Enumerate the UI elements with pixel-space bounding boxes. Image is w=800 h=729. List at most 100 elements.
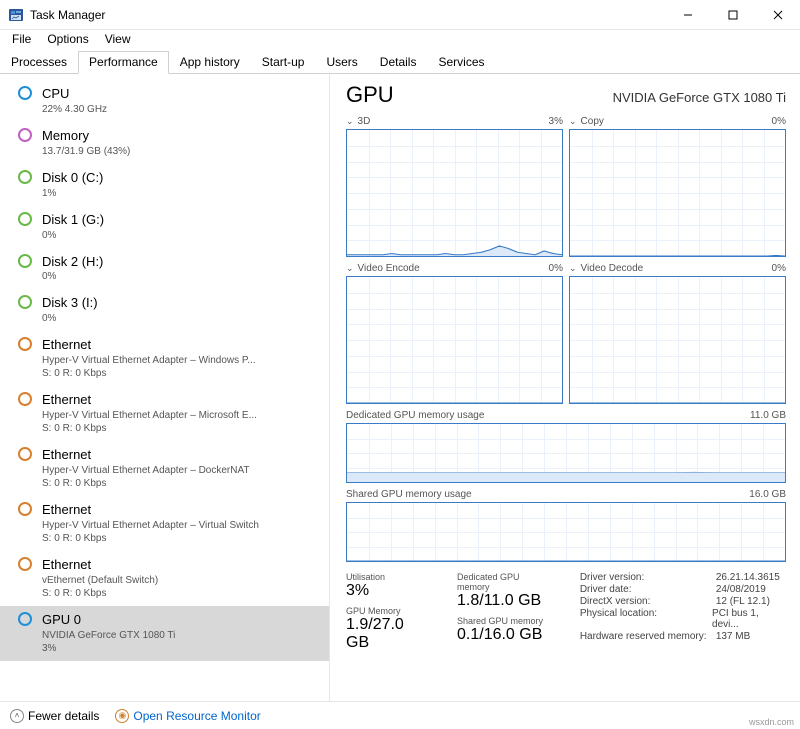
chart-max: 16.0 GB <box>749 489 786 500</box>
sidebar-item[interactable]: EthernetHyper-V Virtual Ethernet Adapter… <box>0 386 329 441</box>
sidebar-item-name: Ethernet <box>42 447 319 464</box>
sidebar-item-sub: Hyper-V Virtual Ethernet Adapter – Micro… <box>42 409 319 422</box>
chart-label: ⌄3D <box>346 116 370 127</box>
details-col: Driver version:26.21.14.3615Driver date:… <box>580 572 786 658</box>
menu-file[interactable]: File <box>4 30 39 50</box>
close-button[interactable] <box>755 0 800 29</box>
chart-pct: 0% <box>772 263 786 274</box>
detail-label: Hardware reserved memory: <box>580 631 712 642</box>
page-title: GPU <box>346 82 394 108</box>
sidebar-item[interactable]: Disk 3 (I:)0% <box>0 289 329 331</box>
sidebar-item[interactable]: EthernetHyper-V Virtual Ethernet Adapter… <box>0 331 329 386</box>
chart-max: 11.0 GB <box>750 410 786 421</box>
tab-processes[interactable]: Processes <box>0 51 78 74</box>
maximize-button[interactable] <box>710 0 755 29</box>
tab-startup[interactable]: Start-up <box>251 51 316 74</box>
chevron-down-icon: ⌄ <box>569 263 577 273</box>
menubar: File Options View <box>0 30 800 50</box>
resource-monitor-icon: ◉ <box>115 709 129 723</box>
chart-block[interactable]: ⌄Video Decode0% <box>569 263 786 404</box>
tab-performance[interactable]: Performance <box>78 51 169 74</box>
tab-services[interactable]: Services <box>427 51 495 74</box>
sidebar-item-info: Disk 3 (I:)0% <box>42 295 319 325</box>
detail-label: Driver version: <box>580 572 712 583</box>
sidebar-item-sub: Hyper-V Virtual Ethernet Adapter – Virtu… <box>42 519 319 532</box>
resource-monitor-label: Open Resource Monitor <box>133 709 260 723</box>
indicator-icon <box>18 254 32 268</box>
tab-details[interactable]: Details <box>369 51 428 74</box>
sidebar-item-info: Memory13.7/31.9 GB (43%) <box>42 128 319 158</box>
sidebar-item[interactable]: CPU22% 4.30 GHz <box>0 80 329 122</box>
stat-value: 0.1/16.0 GB <box>457 626 552 644</box>
indicator-icon <box>18 212 32 226</box>
stats: Utilisation3% GPU Memory1.9/27.0 GB Dedi… <box>346 572 786 658</box>
indicator-icon <box>18 337 32 351</box>
sidebar-item-info: Disk 0 (C:)1% <box>42 170 319 200</box>
chart-label: ⌄Video Encode <box>346 263 420 274</box>
sidebar-item[interactable]: GPU 0NVIDIA GeForce GTX 1080 Ti3% <box>0 606 329 661</box>
sidebar-item-info: CPU22% 4.30 GHz <box>42 86 319 116</box>
open-resource-monitor-link[interactable]: ◉ Open Resource Monitor <box>115 709 260 723</box>
stat-value: 1.8/11.0 GB <box>457 592 552 610</box>
sidebar-item[interactable]: Memory13.7/31.9 GB (43%) <box>0 122 329 164</box>
sidebar-item-sub: Hyper-V Virtual Ethernet Adapter – Docke… <box>42 464 319 477</box>
sidebar-item-sub2: S: 0 R: 0 Kbps <box>42 367 319 380</box>
fewer-details-label: Fewer details <box>28 709 99 723</box>
chart-block[interactable]: ⌄Copy 0% <box>569 116 786 257</box>
indicator-icon <box>18 557 32 571</box>
menu-options[interactable]: Options <box>39 30 96 50</box>
detail-label: Driver date: <box>580 584 712 595</box>
chart-canvas <box>346 276 563 404</box>
sidebar-item[interactable]: EthernetHyper-V Virtual Ethernet Adapter… <box>0 441 329 496</box>
sidebar-item-sub: 22% 4.30 GHz <box>42 103 319 116</box>
detail-row: Driver date: 24/08/2019 <box>580 584 786 595</box>
chart-block[interactable]: ⌄Video Encode 0% <box>346 263 563 404</box>
memory-chart: Shared GPU memory usage 16.0 GB <box>346 489 786 562</box>
sidebar-item-sub2: S: 0 R: 0 Kbps <box>42 587 319 600</box>
chart-pct: 0% <box>772 116 786 127</box>
sidebar-item-sub2: S: 0 R: 0 Kbps <box>42 422 319 435</box>
chart-pct: 0% <box>549 263 563 274</box>
chevron-down-icon: ⌄ <box>346 116 354 126</box>
fewer-details-link[interactable]: ˄ Fewer details <box>10 709 99 723</box>
sidebar-item-name: Ethernet <box>42 557 319 574</box>
indicator-icon <box>18 295 32 309</box>
tab-users[interactable]: Users <box>315 51 368 74</box>
tab-app-history[interactable]: App history <box>169 51 251 74</box>
indicator-icon <box>18 447 32 461</box>
detail-row: DirectX version:12 (FL 12.1) <box>580 596 786 607</box>
window-title: Task Manager <box>30 8 665 22</box>
chart-canvas <box>346 502 786 562</box>
chart-block[interactable]: ⌄3D 3% <box>346 116 563 257</box>
sidebar-item[interactable]: EthernetvEthernet (Default Switch)S: 0 R… <box>0 551 329 606</box>
indicator-icon <box>18 502 32 516</box>
sidebar-item-name: Disk 2 (H:) <box>42 254 319 271</box>
sidebar-item[interactable]: Disk 0 (C:)1% <box>0 164 329 206</box>
menu-view[interactable]: View <box>97 30 139 50</box>
sidebar: CPU22% 4.30 GHz Memory13.7/31.9 GB (43%)… <box>0 74 330 701</box>
sidebar-item[interactable]: EthernetHyper-V Virtual Ethernet Adapter… <box>0 496 329 551</box>
sidebar-item-info: EthernetvEthernet (Default Switch)S: 0 R… <box>42 557 319 600</box>
sidebar-item-sub2: S: 0 R: 0 Kbps <box>42 532 319 545</box>
watermark: wsxdn.com <box>749 717 794 727</box>
minimize-button[interactable] <box>665 0 710 29</box>
sidebar-item-name: Memory <box>42 128 319 145</box>
sidebar-item-sub: Hyper-V Virtual Ethernet Adapter – Windo… <box>42 354 319 367</box>
sidebar-item-name: Ethernet <box>42 337 319 354</box>
chart-label: Shared GPU memory usage <box>346 489 472 500</box>
chart-pct: 3% <box>549 116 563 127</box>
main-panel: GPU NVIDIA GeForce GTX 1080 Ti ⌄3D3%⌄Cop… <box>330 74 800 701</box>
indicator-icon <box>18 86 32 100</box>
tabbar: Processes Performance App history Start-… <box>0 50 800 74</box>
detail-value: 24/08/2019 <box>716 584 766 595</box>
sidebar-item[interactable]: Disk 1 (G:)0% <box>0 206 329 248</box>
detail-row: Hardware reserved memory: 137 MB <box>580 631 786 642</box>
detail-value: 137 MB <box>716 631 750 642</box>
stat-col-2: Dedicated GPU memory1.8/11.0 GB Shared G… <box>457 572 552 658</box>
detail-label: DirectX version: <box>580 596 712 607</box>
chart-label: ⌄Copy <box>569 116 604 127</box>
app-icon <box>8 7 24 23</box>
stat-label: Dedicated GPU memory <box>457 572 552 592</box>
sidebar-item[interactable]: Disk 2 (H:)0% <box>0 248 329 290</box>
sidebar-item-sub: vEthernet (Default Switch) <box>42 574 319 587</box>
